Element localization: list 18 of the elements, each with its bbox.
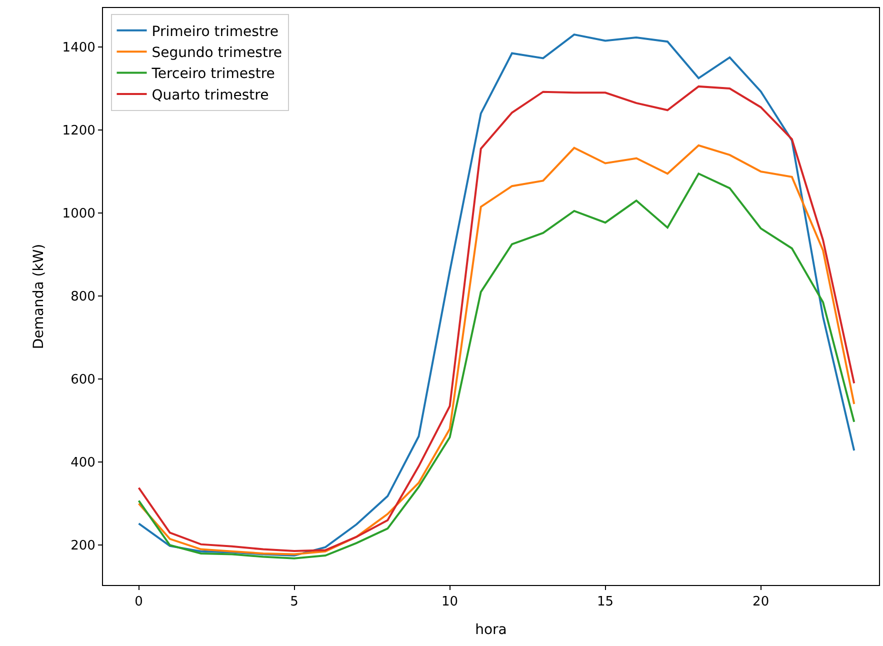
legend-label: Segundo trimestre — [152, 45, 282, 62]
y-tick-label: 800 — [70, 290, 96, 305]
y-tick-label: 1200 — [62, 124, 96, 139]
x-tick-label: 15 — [597, 594, 614, 610]
y-tick-label: 200 — [70, 538, 96, 554]
y-tick-label: 400 — [70, 456, 96, 471]
legend-label: Terceiro trimestre — [150, 66, 275, 82]
y-tick-label: 1400 — [62, 40, 96, 56]
x-axis-title: hora — [475, 622, 507, 638]
legend-label: Quarto trimestre — [152, 87, 269, 104]
y-axis-title: Demanda (kW) — [30, 244, 47, 350]
x-tick-label: 0 — [134, 594, 143, 610]
x-tick-label: 5 — [290, 594, 298, 610]
legend-label: Primeiro trimestre — [152, 24, 278, 40]
x-tick-label: 20 — [752, 594, 770, 610]
y-tick-label: 1000 — [62, 206, 96, 222]
y-tick-label: 600 — [70, 372, 96, 388]
x-tick-label: 10 — [442, 594, 458, 610]
